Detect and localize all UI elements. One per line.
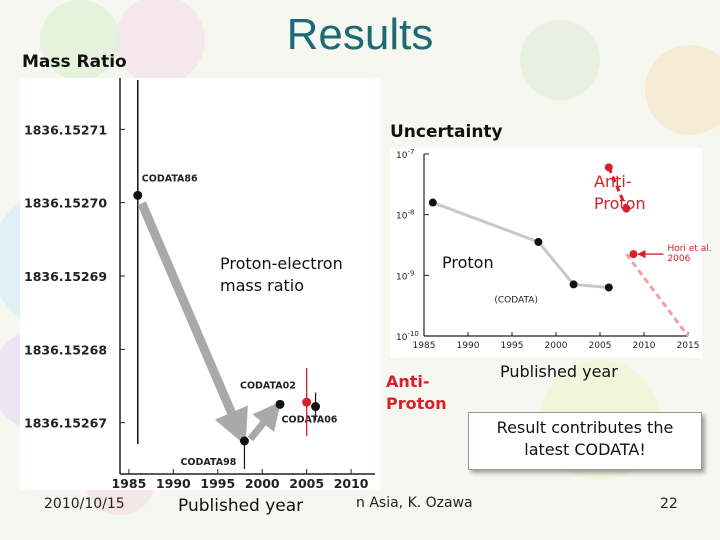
y-tick-label: 1836.15270: [24, 196, 107, 211]
codata-point: [133, 190, 143, 200]
codata-point-label: CODATA98: [180, 457, 236, 468]
proton-uncertainty-point: [428, 198, 437, 207]
trend-arrow-98-02: [247, 401, 281, 442]
log-x-tick-label: 1995: [501, 341, 524, 351]
mass-ratio-chart: 1836.15271 1836.15270 1836.15269 1836.15268…: [20, 78, 380, 491]
uncertainty-chart: 10-7 10-8 10-9 10-10 1985 1990 1995 2000 2005 201…: [390, 148, 712, 358]
y-tick-label: 1836.15271: [24, 122, 107, 137]
x-tick-label: 2005: [289, 476, 324, 491]
x-tick-label: 2000: [245, 476, 280, 491]
footer-center-text: n Asia, K. Ozawa: [356, 495, 473, 511]
antiproton-mid-label: Anti- Proton: [386, 371, 447, 415]
result-note-line2: latest CODATA!: [524, 440, 646, 459]
y-tick-label: 1836.15268: [24, 342, 107, 357]
log-x-tick-label: 2005: [589, 341, 612, 351]
log-x-tick-label: 2015: [677, 341, 700, 351]
antiproton-point: [302, 397, 312, 407]
x-tick-label: 1985: [111, 476, 146, 491]
antiproton-mid-line2: Proton: [386, 394, 447, 413]
log-y-tick-label: 10-7: [396, 148, 414, 161]
proton-uncertainty-point: [534, 237, 543, 246]
proton-electron-label: Proton-electron mass ratio: [220, 253, 343, 297]
mass-ratio-chart-svg: 1836.15271 1836.15270 1836.15269 1836.15268…: [24, 78, 375, 491]
hori-point: [629, 250, 638, 259]
log-x-tick-label: 2010: [633, 341, 656, 351]
footer-date: 2010/10/15: [44, 496, 125, 512]
log-y-tick-label: 10-10: [396, 330, 419, 343]
antiproton-mid-line1: Anti-: [386, 372, 430, 391]
codata-point: [275, 399, 285, 409]
antiproton-projection-line: [625, 253, 690, 337]
codata-annotation: (CODATA): [494, 296, 538, 306]
slide-title: Results: [286, 10, 434, 59]
mass-ratio-label: Mass Ratio: [22, 52, 127, 72]
hori-year-annotation: 2006: [667, 254, 690, 264]
log-y-tick-label: 10-8: [396, 209, 414, 222]
y-tick-label: 1836.15269: [24, 269, 107, 284]
log-x-tick-label: 1990: [457, 341, 480, 351]
uncertainty-label: Uncertainty: [390, 122, 503, 142]
proton-uncertainty-point: [604, 283, 613, 292]
codata-point: [311, 402, 321, 412]
footer-page-number: 22: [660, 496, 678, 512]
proton-electron-line1: Proton-electron: [220, 254, 343, 273]
proton-electron-line2: mass ratio: [220, 276, 305, 295]
log-x-tick-label: 1985: [413, 341, 436, 351]
result-note-line1: Result contributes the: [496, 418, 674, 437]
x-tick-label: 2010: [334, 476, 369, 491]
published-year-right: Published year: [500, 362, 618, 381]
antiproton-top-line1: Anti-: [594, 172, 632, 191]
x-tick-label: 1995: [200, 476, 235, 491]
antiproton-uncertainty-line: [607, 166, 628, 210]
proton-uncertainty-line: [432, 201, 609, 289]
published-year-bottom: Published year: [178, 496, 304, 516]
trend-arrow-86-98: [137, 201, 248, 446]
result-note-box: Result contributes the latest CODATA!: [468, 412, 702, 470]
codata-point: [239, 436, 249, 446]
codata-point-label: CODATA06: [282, 415, 338, 426]
log-x-tick-label: 2000: [545, 341, 568, 351]
codata-point-label: CODATA02: [240, 380, 296, 391]
log-y-tick-label: 10-9: [396, 269, 414, 282]
antiproton-top-label: Anti- Proton: [594, 171, 646, 215]
antiproton-uncertainty-point: [604, 163, 613, 172]
antiproton-uncertainty-point: [622, 204, 631, 213]
x-tick-label: 1990: [156, 476, 191, 491]
codata-point-label: CODATA86: [142, 173, 198, 184]
hori-annotation: Hori et al.: [667, 244, 711, 254]
antiproton-top-line2: Proton: [594, 194, 646, 213]
proton-uncertainty-point: [569, 280, 578, 289]
y-tick-label: 1836.15267: [24, 416, 107, 431]
proton-label: Proton: [442, 253, 494, 272]
